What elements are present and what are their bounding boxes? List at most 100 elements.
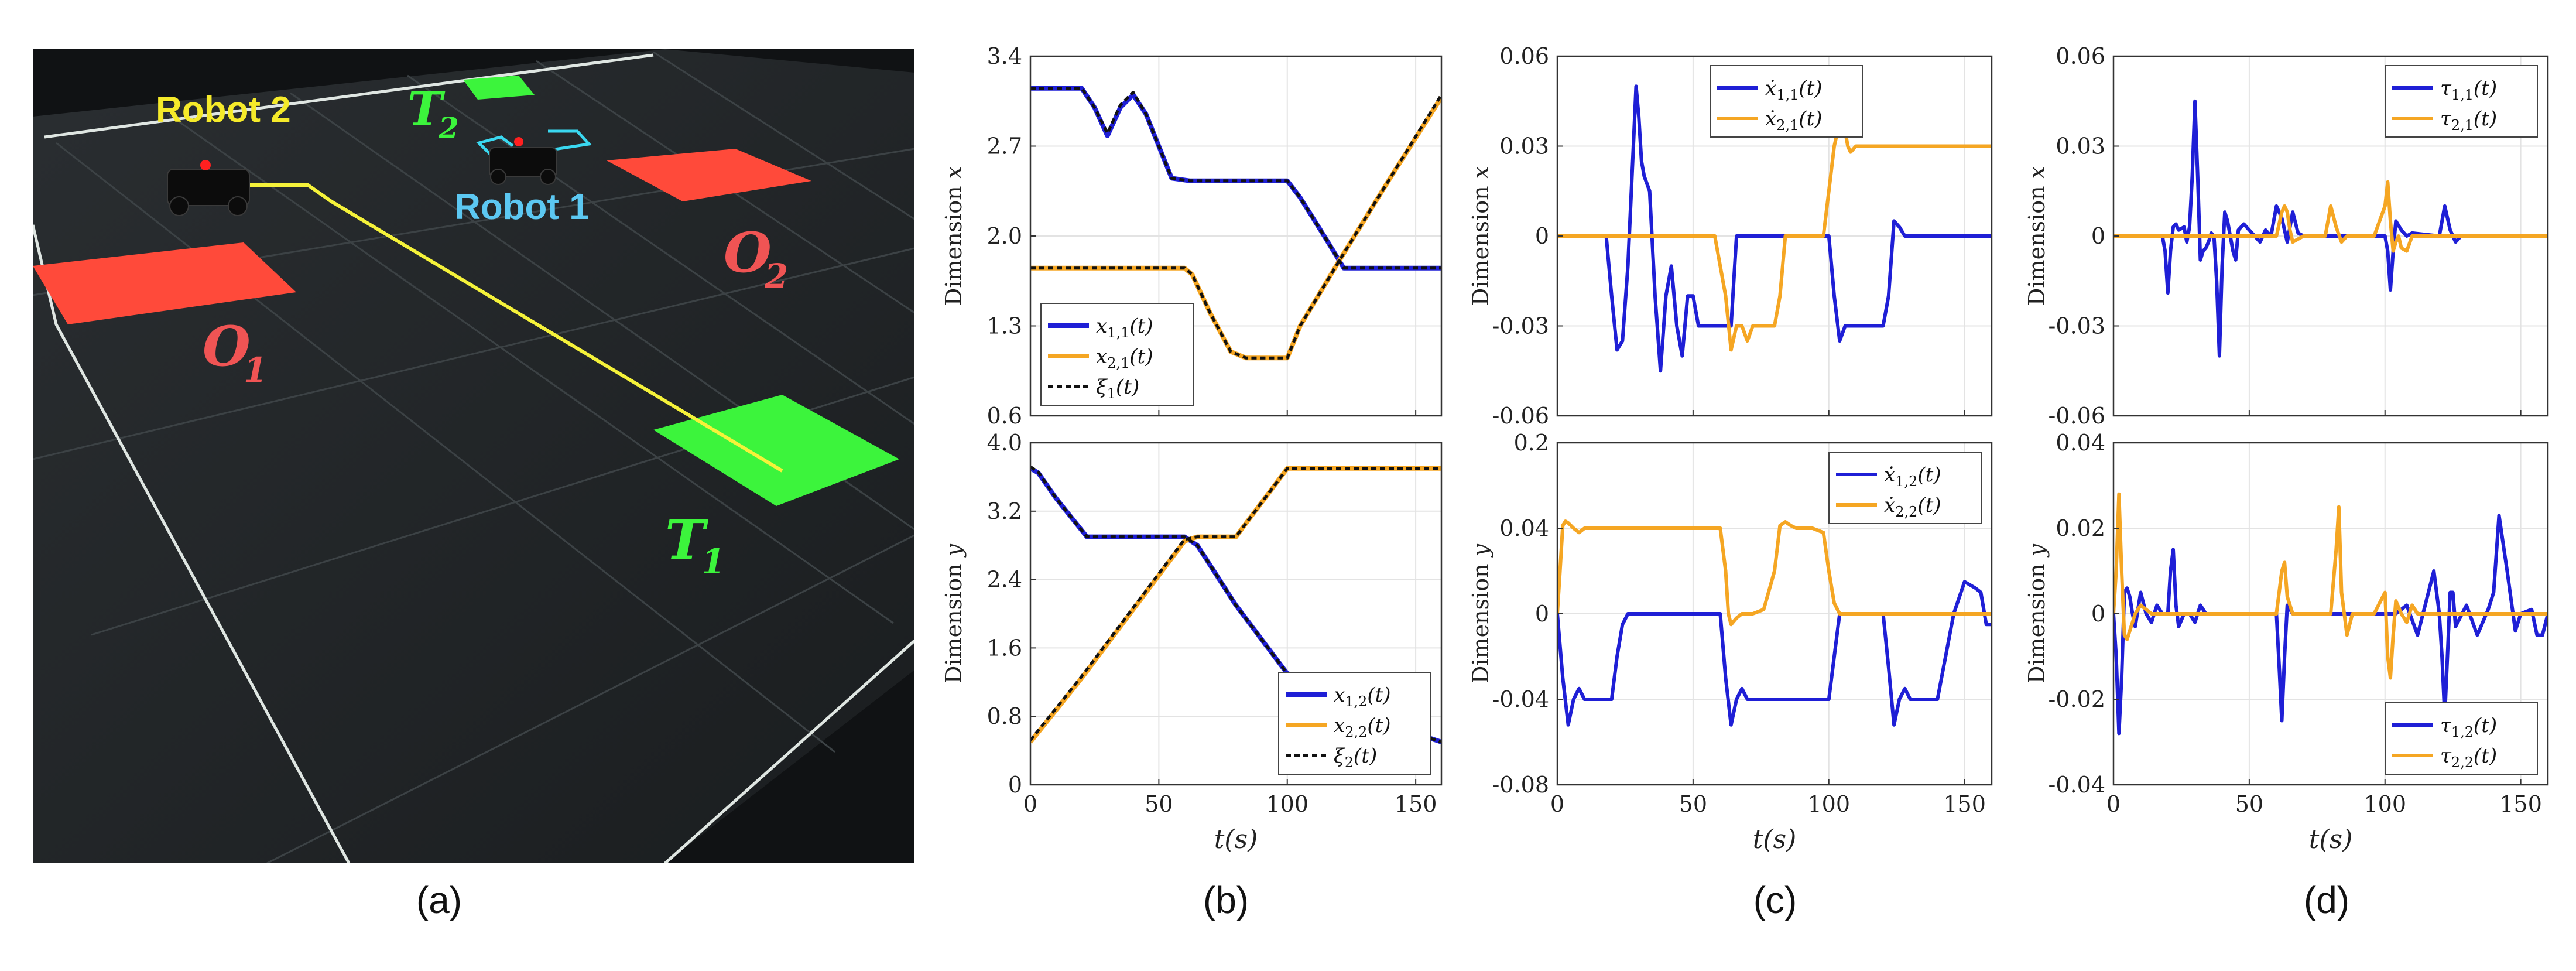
o1-label: O 1 <box>203 314 267 390</box>
y-tick-label: 0.04 <box>1499 515 1549 541</box>
legend-entry: ẋ1,1(t) <box>1765 77 1823 103</box>
series-line <box>1557 84 1992 373</box>
target-t1 <box>653 395 899 506</box>
legend-entry: x2,1(t) <box>1096 345 1153 371</box>
svg-text:1: 1 <box>244 350 267 390</box>
x-axis-label: t(s) <box>2309 825 2353 854</box>
x-tick-label: 150 <box>1943 791 1986 817</box>
series-line <box>1030 465 1441 748</box>
y-tick-label: -0.08 <box>1492 772 1549 798</box>
arena-border <box>33 53 914 863</box>
robot2-path <box>249 183 783 473</box>
y-tick-label: 0.03 <box>2056 134 2105 159</box>
y-tick-label: 0 <box>1535 601 1549 627</box>
series-line <box>2113 99 2548 358</box>
robot-1 <box>489 137 557 185</box>
legend-entry: τ2,1(t) <box>2440 107 2497 134</box>
plot-frame <box>1029 442 1443 786</box>
legend-entry: x2,2(t) <box>1334 714 1391 740</box>
svg-text:O: O <box>724 221 772 285</box>
series-line <box>1030 87 1441 270</box>
legend-entry: ξ1(t) <box>1096 375 1139 402</box>
y-tick-label: 0.06 <box>1499 43 1549 69</box>
chart-c-top: -0.06 -0.03 0 0.03 0.06 Dimension x ẋ1,1(t) ẋ2,… <box>1468 43 1993 429</box>
y-tick-label: 3.2 <box>987 498 1022 524</box>
legend-box <box>2385 65 2538 138</box>
y-tick-label: 0 <box>2091 601 2105 627</box>
legend-box <box>1278 672 1431 775</box>
svg-text:O: O <box>203 314 251 379</box>
y-tick-label: 0.2 <box>1514 430 1549 456</box>
chart-b-top: 0.6 1.3 2.0 2.7 3.4 Dimension x x1,1(t) x2,1(t)… <box>941 43 1443 429</box>
panel-label-d: (d) <box>2303 879 2350 921</box>
svg-text:2: 2 <box>764 257 788 296</box>
y-tick-label: 0.06 <box>2056 43 2105 69</box>
x-tick-label: 150 <box>2499 791 2542 817</box>
legend-box <box>2385 702 2538 775</box>
y-tick-label: 0.8 <box>987 703 1022 729</box>
legend-entry: x1,2(t) <box>1334 683 1391 710</box>
x-tick-label: 0 <box>1550 791 1564 817</box>
legend-entry: τ1,2(t) <box>2440 714 2497 740</box>
y-axis-label: Dimension y <box>2024 543 2050 683</box>
x-tick-label: 100 <box>2363 791 2406 817</box>
series-line <box>1030 94 1441 360</box>
chart-c-bottom: 0 50 100 150 -0.08 -0.04 0 0.04 0.2 Dimension y t(… <box>1468 430 1993 854</box>
y-tick-label: 1.6 <box>987 635 1022 661</box>
experiment-photo: Robot 2 Robot 1 T 2 T 1 O 1 O 2 <box>33 49 914 863</box>
legend-box <box>1710 65 1863 138</box>
t1-label: T 1 <box>665 508 725 582</box>
x-axis-label: t(s) <box>1753 825 1797 854</box>
legend-entry: x1,1(t) <box>1096 314 1153 341</box>
x-tick-label: 0 <box>1023 791 1037 817</box>
x-tick-label: 0 <box>2106 791 2121 817</box>
series-line <box>1557 580 1992 727</box>
legend-entry: τ1,1(t) <box>2440 77 2497 103</box>
y-tick-label: 1.3 <box>987 313 1022 339</box>
x-tick-label: 50 <box>1679 791 1707 817</box>
x-axis-label: t(s) <box>1214 825 1258 854</box>
y-axis-label: Dimension y <box>1468 543 1493 683</box>
obstacle-o2 <box>607 149 811 201</box>
legend-box <box>1828 452 1982 524</box>
target-t2 <box>463 76 535 100</box>
robot-2 <box>167 160 250 216</box>
legend: ẋ1,2(t) ẋ2,2(t) <box>1828 452 1982 524</box>
panel-label-c: (c) <box>1753 879 1797 921</box>
y-axis-label: Dimension y <box>941 543 967 683</box>
t2-label: T 2 <box>407 81 459 145</box>
y-tick-label: 0 <box>1535 223 1549 249</box>
y-tick-label: 0 <box>2091 223 2105 249</box>
panel-label-b: (b) <box>1203 879 1249 921</box>
y-tick-label: 2.4 <box>987 567 1022 593</box>
y-tick-label: 4.0 <box>987 430 1022 456</box>
y-axis-label: Dimension x <box>1468 166 1493 306</box>
y-axis-label: Dimension x <box>2024 166 2050 306</box>
y-tick-label: -0.02 <box>2049 686 2105 712</box>
y-tick-label: -0.03 <box>1492 313 1549 339</box>
series-line <box>2113 492 2548 680</box>
series-line <box>1030 467 1441 741</box>
svg-text:2: 2 <box>438 111 459 145</box>
y-tick-label: 2.0 <box>987 223 1022 249</box>
y-tick-label: -0.04 <box>2049 772 2105 798</box>
y-tick-label: 0.03 <box>1499 134 1549 159</box>
legend: x1,1(t) x2,1(t) ξ1(t) <box>1040 303 1194 406</box>
legend-entry: ẋ1,2(t) <box>1884 463 1941 490</box>
panel-label-a: (a) <box>416 879 463 921</box>
robot1-label: Robot 1 <box>454 187 590 227</box>
o2-label: O 2 <box>724 221 788 296</box>
y-tick-label: 0.6 <box>987 403 1022 429</box>
legend-entry: ẋ2,1(t) <box>1765 107 1823 134</box>
chart-b-bottom: 0 50 100 150 0 0.8 1.6 2.4 3.2 4.0 Dimension y t(s)… <box>941 430 1443 854</box>
series-line <box>2113 514 2548 736</box>
legend: τ1,1(t) τ2,1(t) <box>2385 65 2538 138</box>
y-tick-label: -0.06 <box>1492 403 1549 429</box>
chart-d-top: -0.06 -0.03 0 0.03 0.06 Dimension x τ1,1(t) τ2,… <box>2024 43 2549 429</box>
series-line <box>2113 180 2548 253</box>
svg-text:T: T <box>665 508 709 572</box>
y-tick-label: 0.02 <box>2056 515 2105 541</box>
legend: x1,2(t) x2,2(t) ξ2(t) <box>1278 672 1431 775</box>
legend-entry: ξ2(t) <box>1334 744 1377 771</box>
x-tick-label: 100 <box>1807 791 1850 817</box>
